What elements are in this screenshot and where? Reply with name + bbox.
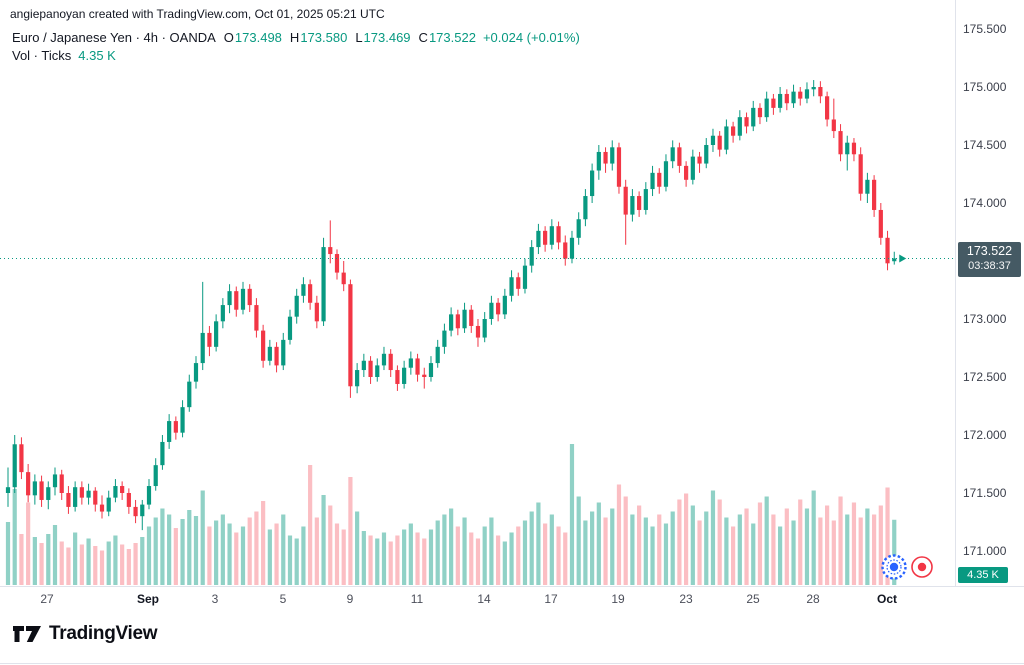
price-axis-label: 174.000 <box>963 196 1007 210</box>
price-axis-label: 174.500 <box>963 138 1007 152</box>
time-axis-label: 19 <box>611 592 625 606</box>
close-value: 173.522 <box>428 30 476 45</box>
close-label: C <box>418 30 428 45</box>
time-axis-label: 17 <box>544 592 558 606</box>
time-axis-month-label: Sep <box>136 592 160 606</box>
volume-badge: 4.35 K <box>958 567 1008 583</box>
price-axis-label: 171.000 <box>963 544 1007 558</box>
time-axis-label: 23 <box>679 592 693 606</box>
symbol-legend[interactable]: Euro / Japanese Yen · 4h · OANDA O 173.49… <box>12 30 580 45</box>
volume-legend[interactable]: Vol · Ticks 4.35 K <box>12 48 116 63</box>
time-axis-label: 28 <box>806 592 820 606</box>
time-axis-month-label: Oct <box>876 592 898 606</box>
price-axis-label: 175.500 <box>963 22 1007 36</box>
tradingview-logo[interactable]: TradingView <box>12 621 158 647</box>
candlestick-chart[interactable] <box>0 0 955 586</box>
red-record-icon <box>911 556 933 578</box>
bottom-divider <box>0 663 1024 664</box>
price-axis-label: 172.500 <box>963 370 1007 384</box>
volume-value: 4.35 K <box>78 48 116 63</box>
volume-label: Vol · Ticks <box>12 48 72 63</box>
last-price-badge: 173.522 03:38:37 <box>958 242 1021 277</box>
time-axis-label: 27 <box>40 592 54 606</box>
price-axis-label: 175.000 <box>963 80 1007 94</box>
high-label: H <box>289 30 300 45</box>
screenshot-buttons <box>880 553 936 581</box>
price-axis[interactable]: 173.522 03:38:37 4.35 K 175.500 175.000 17… <box>955 0 1024 586</box>
record-stop-button[interactable] <box>910 555 934 579</box>
time-axis[interactable]: 27 Sep 3 5 9 11 14 17 19 23 25 28 Oct <box>0 586 1024 613</box>
blue-target-icon <box>881 554 907 580</box>
change-value: +0.024 (+0.01%) <box>482 30 580 45</box>
time-axis-label: 25 <box>746 592 760 606</box>
symbol-title[interactable]: Euro / Japanese Yen · 4h · OANDA <box>12 30 216 45</box>
time-axis-label: 3 <box>211 592 219 606</box>
low-value: 173.469 <box>363 30 411 45</box>
tradingview-logo-text: TradingView <box>49 623 158 644</box>
open-label: O <box>223 30 234 45</box>
price-axis-label: 173.000 <box>963 312 1007 326</box>
time-axis-label: 14 <box>477 592 491 606</box>
price-axis-label: 172.000 <box>963 428 1007 442</box>
record-target-button[interactable] <box>880 553 908 581</box>
attribution-text: angiepanoyan created with TradingView.co… <box>10 7 385 21</box>
open-value: 173.498 <box>234 30 282 45</box>
bar-countdown: 03:38:37 <box>968 260 1011 273</box>
price-axis-label: 171.500 <box>963 486 1007 500</box>
time-axis-label: 5 <box>279 592 287 606</box>
high-value: 173.580 <box>300 30 348 45</box>
time-axis-label: 11 <box>410 592 424 606</box>
tradingview-logo-icon <box>13 626 41 642</box>
time-axis-label: 9 <box>346 592 354 606</box>
low-label: L <box>355 30 363 45</box>
last-price-value: 173.522 <box>966 244 1013 259</box>
